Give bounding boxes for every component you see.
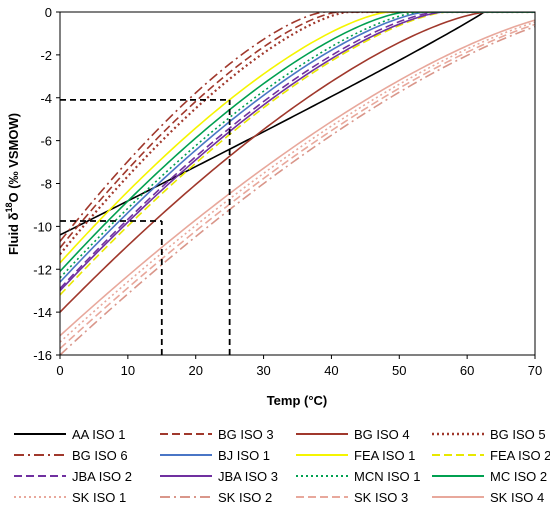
y-axis-title-part2: O (‰ VSMOW) bbox=[6, 113, 21, 203]
series-line-mc-iso-2 bbox=[60, 12, 535, 272]
series-line-sk-iso-4 bbox=[60, 19, 535, 337]
y-axis-title: Fluid δ18O (‰ VSMOW) bbox=[4, 113, 21, 255]
y-axis-title-superscript: 18 bbox=[4, 202, 14, 212]
legend-label: MC ISO 2 bbox=[490, 469, 547, 484]
legend-label: JBA ISO 3 bbox=[218, 469, 278, 484]
legend-item-bg-iso-6: BG ISO 6 bbox=[14, 448, 128, 463]
axes bbox=[59, 11, 536, 356]
plot-area bbox=[60, 12, 535, 355]
legend-item-bj-iso-1: BJ ISO 1 bbox=[160, 448, 270, 463]
legend-label: BG ISO 3 bbox=[218, 427, 274, 442]
reference-lines bbox=[60, 98, 231, 355]
legend-label: MCN ISO 1 bbox=[354, 469, 420, 484]
x-tick-label: 60 bbox=[460, 363, 474, 378]
x-tick-label: 10 bbox=[121, 363, 135, 378]
legend-item-sk-iso-4: SK ISO 4 bbox=[432, 490, 544, 505]
legend-label: SK ISO 3 bbox=[354, 490, 408, 505]
legend-item-fea-iso-1: FEA ISO 1 bbox=[296, 448, 415, 463]
x-tick-label: 0 bbox=[56, 363, 63, 378]
series-line-sk-iso-1 bbox=[60, 21, 535, 343]
legend: AA ISO 1 BG ISO 3 BG ISO 4 BG ISO 5 BG ISO 6… bbox=[14, 427, 550, 505]
series-line-aa-iso-1 bbox=[60, 12, 535, 236]
series-line-bg-iso-4 bbox=[60, 12, 535, 313]
y-tick-label: -14 bbox=[33, 305, 52, 320]
y-tick-label: -16 bbox=[33, 348, 52, 363]
y-axis-ticks: -16 -14 -12 -10 -8 -6 -4 -2 0 bbox=[33, 5, 60, 363]
legend-label: BG ISO 5 bbox=[490, 427, 546, 442]
legend-label: AA ISO 1 bbox=[72, 427, 125, 442]
x-tick-label: 70 bbox=[528, 363, 542, 378]
series-line-fea-iso-1 bbox=[60, 12, 535, 264]
plot-frame bbox=[59, 11, 536, 356]
x-axis-title: Temp (°C) bbox=[267, 393, 328, 408]
legend-item-sk-iso-3: SK ISO 3 bbox=[296, 490, 408, 505]
legend-item-bg-iso-5: BG ISO 5 bbox=[432, 427, 546, 442]
legend-label: SK ISO 1 bbox=[72, 490, 126, 505]
series-line-sk-iso-2 bbox=[60, 25, 535, 355]
series-line-bg-iso-6 bbox=[60, 12, 535, 242]
legend-label: BG ISO 6 bbox=[72, 448, 128, 463]
series-line-jba-iso-3 bbox=[60, 12, 535, 292]
legend-label: JBA ISO 2 bbox=[72, 469, 132, 484]
legend-item-mc-iso-2: MC ISO 2 bbox=[432, 469, 547, 484]
series-line-jba-iso-2 bbox=[60, 12, 535, 290]
y-tick-label: 0 bbox=[45, 5, 52, 20]
legend-label: SK ISO 2 bbox=[218, 490, 272, 505]
legend-item-bg-iso-4: BG ISO 4 bbox=[296, 427, 410, 442]
series-line-fea-iso-2 bbox=[60, 12, 535, 296]
legend-label: BG ISO 4 bbox=[354, 427, 410, 442]
series-line-bj-iso-1 bbox=[60, 12, 535, 283]
y-tick-label: -10 bbox=[33, 219, 52, 234]
legend-item-aa-iso-1: AA ISO 1 bbox=[14, 427, 125, 442]
series-line-bg-iso-3 bbox=[60, 12, 535, 249]
legend-item-mcn-iso-1: MCN ISO 1 bbox=[296, 469, 420, 484]
legend-item-fea-iso-2: FEA ISO 2 bbox=[432, 448, 550, 463]
x-tick-label: 40 bbox=[324, 363, 338, 378]
y-axis-title-part1: Fluid δ bbox=[6, 212, 21, 255]
legend-item-jba-iso-2: JBA ISO 2 bbox=[14, 469, 132, 484]
y-tick-label: -4 bbox=[40, 91, 52, 106]
legend-label: BJ ISO 1 bbox=[218, 448, 270, 463]
y-tick-label: -2 bbox=[40, 48, 52, 63]
legend-item-jba-iso-3: JBA ISO 3 bbox=[160, 469, 278, 484]
x-tick-label: 30 bbox=[256, 363, 270, 378]
y-tick-label: -8 bbox=[40, 177, 52, 192]
y-tick-label: -12 bbox=[33, 262, 52, 277]
y-tick-label: -6 bbox=[40, 134, 52, 149]
legend-item-bg-iso-3: BG ISO 3 bbox=[160, 427, 274, 442]
legend-item-sk-iso-2: SK ISO 2 bbox=[160, 490, 272, 505]
x-tick-label: 50 bbox=[392, 363, 406, 378]
legend-item-sk-iso-1: SK ISO 1 bbox=[14, 490, 126, 505]
x-axis-ticks: 0 10 20 30 40 50 60 70 bbox=[56, 355, 542, 378]
legend-label: FEA ISO 1 bbox=[354, 448, 415, 463]
series-line-sk-iso-3 bbox=[60, 23, 535, 350]
legend-label: FEA ISO 2 bbox=[490, 448, 550, 463]
legend-label: SK ISO 4 bbox=[490, 490, 544, 505]
x-tick-label: 20 bbox=[188, 363, 202, 378]
